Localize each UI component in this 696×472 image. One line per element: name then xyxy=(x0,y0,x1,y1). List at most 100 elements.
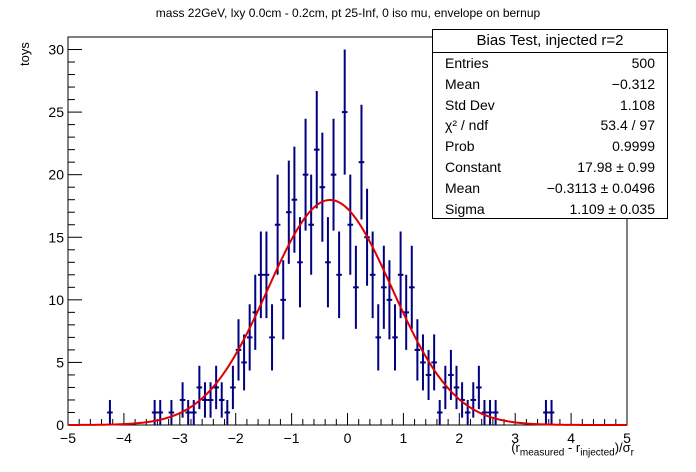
y-axis-label: toys xyxy=(17,42,32,66)
data-point xyxy=(436,399,443,425)
data-point xyxy=(319,132,326,242)
x-tick-label: 4 xyxy=(567,430,575,446)
stats-row-label: Std Dev xyxy=(445,96,495,113)
data-point xyxy=(325,217,331,308)
data-point xyxy=(280,260,287,340)
data-point xyxy=(207,382,214,418)
stats-row-label: Mean xyxy=(445,75,481,92)
stats-row: χ² / ndf 53.4 / 97 xyxy=(433,115,667,136)
stats-box: Bias Test, injected r=2 Entries 500 Mean −0… xyxy=(432,29,668,219)
x-tick-label: −4 xyxy=(116,430,132,446)
data-point xyxy=(375,304,382,371)
data-point xyxy=(202,382,208,418)
data-point xyxy=(431,334,437,391)
chart-title: mass 22GeV, lxy 0.0cm - 0.2cm, pt 25-Inf… xyxy=(155,6,541,20)
data-point xyxy=(414,319,421,381)
data-point xyxy=(453,365,460,410)
x-tick-label: 3 xyxy=(511,430,519,446)
data-point xyxy=(408,245,415,329)
y-tick-label: 20 xyxy=(48,167,64,183)
data-point xyxy=(107,399,113,425)
data-point xyxy=(392,304,398,371)
stats-row-value: −0.312 xyxy=(611,75,655,92)
data-point xyxy=(213,365,219,410)
data-point xyxy=(381,245,387,329)
stats-row-label: Constant xyxy=(445,158,502,175)
stats-row-value: 1.108 xyxy=(619,96,655,113)
data-point xyxy=(481,399,488,425)
stats-row-label: χ² / ndf xyxy=(445,117,489,134)
stats-rows: Entries 500 Mean −0.312 Std Dev 1.108 χ² / ndf… xyxy=(433,53,667,219)
data-point xyxy=(420,334,426,391)
x-axis-label: (rmeasured - rinjected)/σr xyxy=(511,440,634,459)
data-point xyxy=(397,231,404,319)
x-tick-label: 0 xyxy=(344,430,352,446)
y-tick-label: 5 xyxy=(56,354,64,370)
data-point xyxy=(157,399,164,425)
data-point xyxy=(263,231,270,319)
stats-row: Mean −0.3113 ± 0.0496 xyxy=(433,178,667,199)
x-tick-label: −3 xyxy=(172,430,188,446)
data-point xyxy=(269,304,275,371)
stats-row: Entries 500 xyxy=(433,53,667,74)
data-point xyxy=(353,245,359,329)
y-tick-label: 0 xyxy=(56,417,64,433)
x-axis: −5 −4 −3 −2 −1 0 1 2 3 4 5 xyxy=(60,413,631,446)
data-point xyxy=(230,365,236,410)
stats-row-value: 0.9999 xyxy=(612,138,655,155)
stats-row: Std Dev 1.108 xyxy=(433,95,667,116)
data-point xyxy=(246,304,253,371)
stats-row-label: Entries xyxy=(445,55,489,71)
stats-row-value: 53.4 / 97 xyxy=(600,117,656,134)
stats-row: Mean −0.312 xyxy=(433,74,667,95)
data-point xyxy=(470,382,477,418)
data-point xyxy=(492,399,499,425)
stats-row-value: 500 xyxy=(631,55,655,71)
stats-row-value: 17.98 ± 0.99 xyxy=(577,158,655,175)
stats-row-label: Sigma xyxy=(445,200,485,217)
data-point xyxy=(403,274,409,350)
data-point xyxy=(464,399,471,425)
data-point xyxy=(218,382,225,418)
stats-row: Constant 17.98 ± 0.99 xyxy=(433,157,667,178)
stats-title: Bias Test, injected r=2 xyxy=(433,30,667,53)
x-tick-label: 1 xyxy=(400,430,408,446)
stats-row-value: 1.109 ± 0.035 xyxy=(569,200,655,217)
data-point xyxy=(168,399,175,425)
stats-row-value: −0.3113 ± 0.0496 xyxy=(546,179,655,196)
stats-row-label: Mean xyxy=(445,179,481,196)
y-tick-label: 25 xyxy=(48,104,64,120)
x-tick-label: −5 xyxy=(60,430,76,446)
data-point xyxy=(185,399,191,425)
x-tick-label: 5 xyxy=(623,430,631,446)
y-tick-label: 30 xyxy=(48,42,64,58)
x-tick-label: −1 xyxy=(284,430,300,446)
x-tick-label: −2 xyxy=(228,430,244,446)
data-point xyxy=(336,231,342,319)
stats-row-label: Prob xyxy=(445,138,475,155)
x-tick-label: 2 xyxy=(455,430,463,446)
data-point xyxy=(425,349,432,400)
data-point xyxy=(224,399,231,425)
data-point xyxy=(330,118,337,231)
data-point xyxy=(386,260,393,340)
stats-row: Sigma 1.109 ± 0.035 xyxy=(433,199,667,220)
data-point xyxy=(297,217,303,308)
data-point xyxy=(241,334,247,391)
data-point xyxy=(347,174,354,275)
y-tick-label: 10 xyxy=(48,292,64,308)
data-point xyxy=(487,399,493,425)
data-point xyxy=(548,399,555,425)
data-point xyxy=(543,399,549,425)
gaussian-fit-curve xyxy=(68,198,627,426)
data-point xyxy=(313,90,320,209)
data-point xyxy=(302,118,309,231)
data-point xyxy=(341,49,348,175)
stats-row: Prob 0.9999 xyxy=(433,136,667,157)
data-point xyxy=(358,104,365,220)
data-point xyxy=(308,174,314,275)
y-axis: 0 5 10 15 20 25 30 xyxy=(48,36,82,433)
data-point xyxy=(476,365,482,410)
y-tick-label: 15 xyxy=(48,229,64,245)
